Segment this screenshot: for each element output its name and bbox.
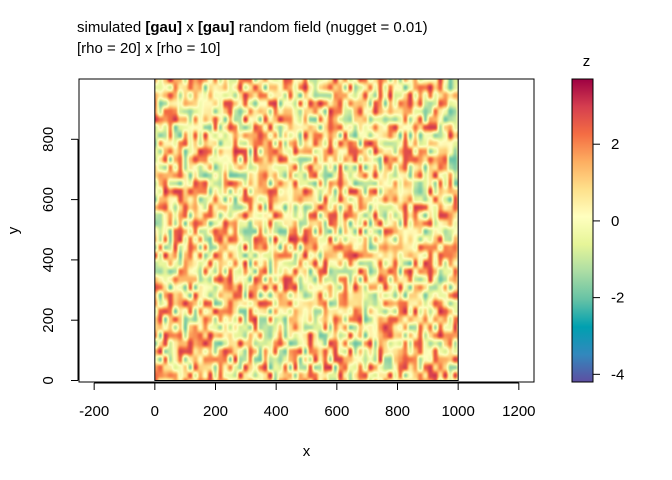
- chart-subtitle: [rho = 20] x [rho = 10]: [77, 40, 221, 57]
- y-tick-label: 400: [40, 247, 57, 272]
- colorbar-border: [571, 78, 594, 383]
- colorbar: [572, 79, 593, 382]
- x-axis-label: x: [303, 443, 311, 460]
- x-tick-label: -200: [79, 403, 109, 420]
- y-axis-label: y: [5, 226, 22, 234]
- plot-frame: [78, 78, 535, 383]
- x-tick-label: 1000: [441, 403, 474, 420]
- y-axis: 0 200 400 600 800: [40, 127, 79, 385]
- chart-title: simulated [gau] x [gau] random field (nu…: [77, 19, 428, 36]
- colorbar-label: z: [583, 53, 591, 70]
- colorbar-tick-label: -2: [611, 290, 624, 307]
- colorbar-ticks: 2 0 -2 -4: [593, 136, 624, 383]
- x-tick-label: 600: [324, 403, 349, 420]
- x-tick-label: 400: [264, 403, 289, 420]
- colorbar-tick-label: -4: [611, 366, 624, 383]
- y-tick-label: 200: [40, 308, 57, 333]
- y-tick-label: 800: [40, 127, 57, 152]
- x-tick-label: 0: [151, 403, 159, 420]
- y-tick-label: 0: [40, 376, 57, 384]
- x-tick-label: 200: [203, 403, 228, 420]
- colorbar-tick-label: 2: [611, 136, 619, 153]
- x-axis: -200 0 200 400 600 800 1000 1200: [79, 382, 536, 420]
- colorbar-tick-label: 0: [611, 213, 619, 230]
- x-tick-label: 800: [385, 403, 410, 420]
- random-field-heatmap: [154, 79, 458, 380]
- y-tick-label: 600: [40, 187, 57, 212]
- x-tick-label: 1200: [502, 403, 535, 420]
